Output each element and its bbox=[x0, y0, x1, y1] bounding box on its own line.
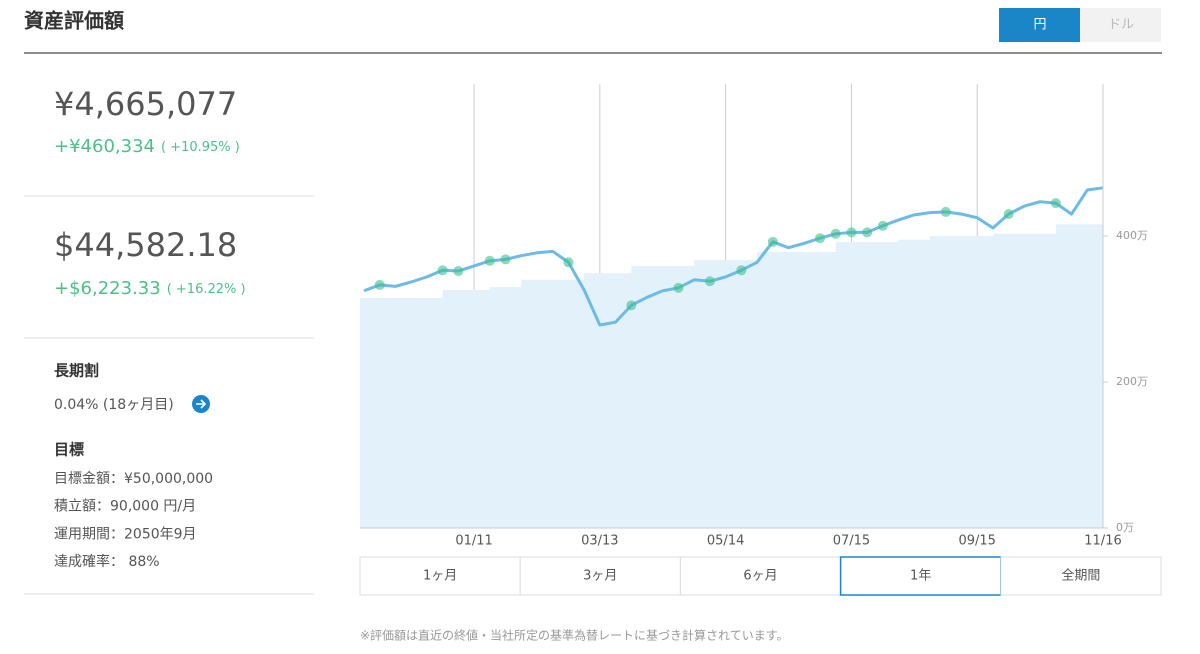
usd-change: +$6,223.33 ( +16.22% ) bbox=[54, 278, 246, 299]
period-button[interactable] bbox=[839, 556, 1002, 596]
yen-label[interactable]: 円 bbox=[1033, 18, 1046, 33]
usd-change-amount: +$6,223.33 bbox=[54, 278, 161, 299]
trade-marker bbox=[877, 220, 888, 231]
goal-label: 目標 bbox=[54, 441, 84, 459]
jpy-total: ¥4,665,077 bbox=[54, 85, 237, 123]
jpy-change-amount: +¥460,334 bbox=[54, 136, 155, 157]
y-tick-label: 0万 bbox=[1116, 521, 1134, 534]
goal-item: 目標金額：¥50,000,000 bbox=[54, 471, 213, 487]
period-label[interactable]: 全期間 bbox=[1061, 568, 1100, 584]
trade-marker bbox=[704, 276, 715, 287]
x-tick-label: 11/16 bbox=[1084, 534, 1121, 549]
jpy-change-pct: ( +10.95% ) bbox=[161, 140, 240, 155]
period-label[interactable]: 6ヶ月 bbox=[743, 569, 777, 584]
period-button[interactable] bbox=[1000, 556, 1162, 596]
trade-marker bbox=[484, 255, 495, 266]
x-tick-label: 03/13 bbox=[581, 534, 618, 549]
usd-change-pct: ( +16.22% ) bbox=[167, 282, 246, 297]
footnote: ※評価額は直近の終値・当社所定の基準為替レートに基づき計算されています。 bbox=[360, 628, 789, 643]
goal-item: 運用期間：2050年9月 bbox=[54, 526, 197, 542]
arrow-icon bbox=[196, 399, 207, 409]
trade-marker bbox=[626, 300, 637, 311]
trade-marker bbox=[1003, 209, 1014, 220]
goal-item: 積立額：90,000 円/月 bbox=[54, 499, 196, 515]
trade-marker bbox=[1050, 198, 1061, 209]
y-tick-label: 400万 bbox=[1116, 229, 1148, 242]
area bbox=[360, 224, 1103, 528]
usd-button[interactable] bbox=[1080, 8, 1161, 42]
x-tick-label: 07/15 bbox=[833, 534, 870, 549]
usd-label[interactable]: ドル bbox=[1108, 18, 1134, 33]
trade-marker bbox=[814, 233, 825, 244]
goal-list: 目標金額：¥50,000,000 積立額：90,000 円/月運用期間：2050年… bbox=[54, 471, 213, 570]
trade-marker bbox=[374, 279, 385, 290]
trade-marker bbox=[563, 257, 574, 268]
long-term-label: 長期割 bbox=[54, 362, 99, 380]
y-tick-label: 200万 bbox=[1116, 375, 1148, 388]
yen-button[interactable] bbox=[999, 8, 1080, 42]
trade-marker bbox=[500, 254, 511, 265]
usd-total: $44,582.18 bbox=[54, 226, 237, 264]
x-tick-label: 09/15 bbox=[958, 534, 995, 549]
x-tick-label: 05/14 bbox=[707, 534, 744, 549]
trade-marker bbox=[940, 206, 951, 217]
trade-marker bbox=[862, 227, 873, 238]
goal-item: 達成確率： 88% bbox=[54, 553, 160, 570]
x-tick-label: 01/11 bbox=[455, 534, 492, 549]
trade-marker bbox=[830, 228, 841, 239]
long-term-value: 0.04% (18ヶ月目) bbox=[54, 397, 174, 413]
period-label[interactable]: 1年 bbox=[910, 569, 931, 584]
jpy-change: +¥460,334 ( +10.95% ) bbox=[54, 136, 240, 157]
trade-marker bbox=[736, 265, 747, 276]
trade-marker bbox=[453, 266, 464, 277]
period-label[interactable]: 3ヶ月 bbox=[583, 569, 617, 584]
period-selector: 1ヶ月 3ヶ月 6ヶ月 1年 全期間 bbox=[359, 556, 1162, 596]
trade-marker bbox=[437, 265, 448, 276]
period-label[interactable]: 1ヶ月 bbox=[423, 569, 457, 584]
trade-marker bbox=[767, 236, 778, 247]
period-button[interactable] bbox=[359, 556, 521, 596]
trade-marker bbox=[846, 227, 857, 238]
trade-marker bbox=[673, 282, 684, 293]
page-title: 資産評価額 bbox=[24, 9, 124, 33]
